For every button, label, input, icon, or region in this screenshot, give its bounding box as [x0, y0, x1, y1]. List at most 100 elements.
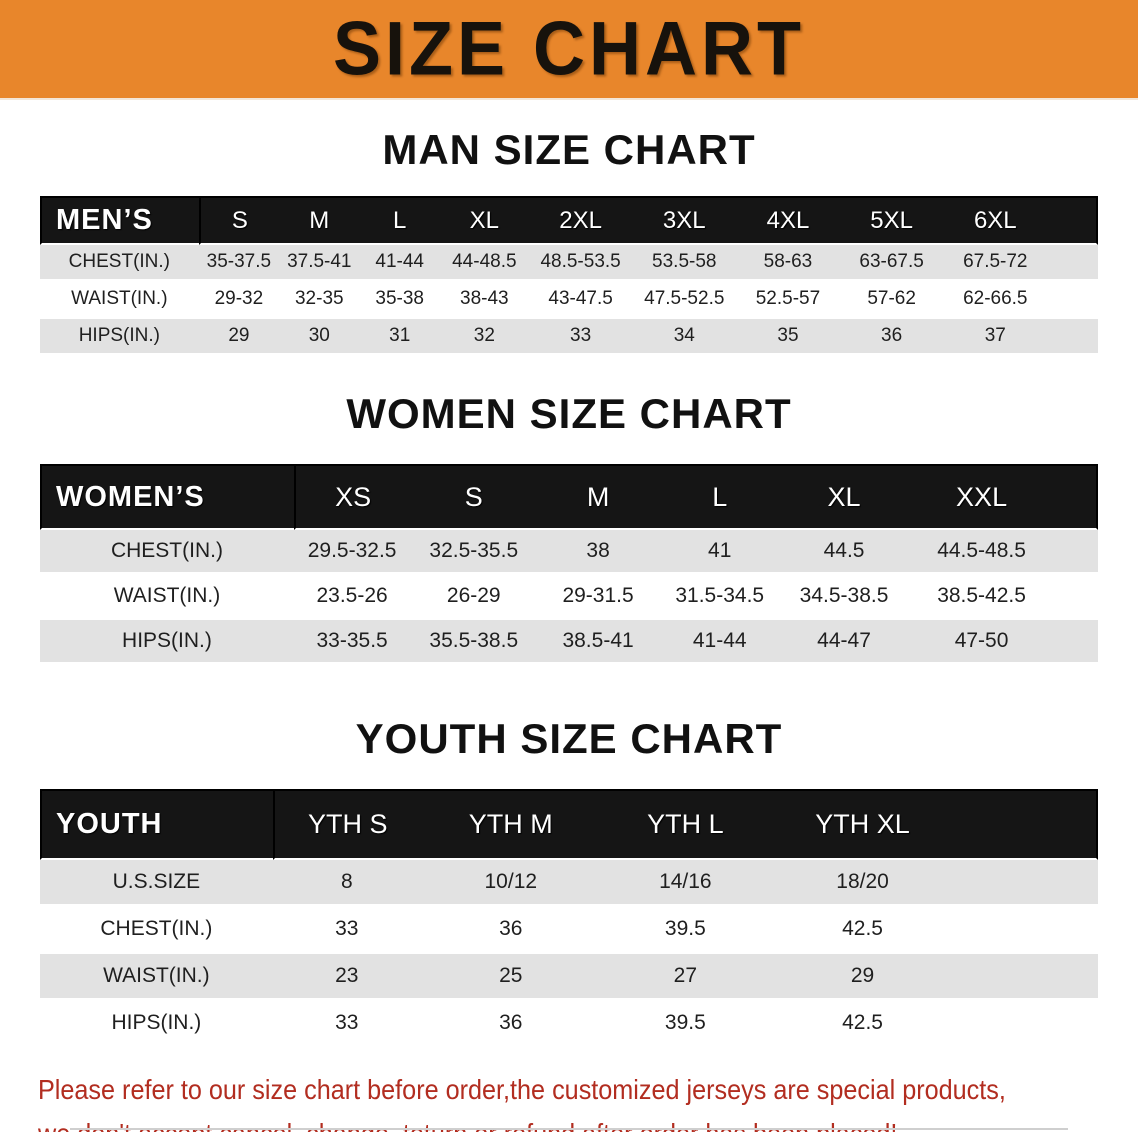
cell-value: 41 [658, 530, 781, 575]
row-label: CHEST(IN.) [40, 530, 294, 575]
column-header: S [410, 464, 538, 530]
table-header-row: WOMEN’S XS S M L XL XXL [40, 464, 1098, 530]
section-heading: MAN SIZE CHART [382, 126, 756, 173]
row-filler [955, 1001, 1098, 1048]
cell-value: 33-35.5 [293, 620, 411, 665]
cell-value: 31.5-34.5 [658, 575, 781, 620]
cell-value: 38-43 [439, 282, 529, 319]
table-row: WAIST(IN.) 29-32 32-35 35-38 38-43 43-47.5 47.… [40, 282, 1098, 319]
header-filler [1055, 464, 1098, 530]
column-header: L [658, 464, 781, 530]
table-row: CHEST(IN.) 35-37.5 37.5-41 41-44 44-48.5 48.5… [40, 245, 1098, 282]
cell-value: 52.5-57 [736, 282, 840, 319]
disclaimer: Please refer to our size chart before or… [38, 1068, 1138, 1132]
cell-value: 35 [736, 319, 840, 356]
table-row: HIPS(IN.) 33-35.5 35.5-38.5 38.5-41 41-44 44-… [40, 620, 1098, 665]
size-section: WOMEN SIZE CHART WOMEN’S XS S M L XL XXL CHEST(I… [0, 356, 1138, 665]
row-label: HIPS(IN.) [40, 1001, 273, 1048]
column-header: XS [293, 464, 411, 530]
cell-value: 35-38 [359, 282, 440, 319]
cell-value: 58-63 [736, 245, 840, 282]
corner-label: MEN’S [40, 196, 199, 245]
size-section: YOUTH SIZE CHART YOUTH YTH S YTH M YTH L YTH … [0, 665, 1138, 1048]
title-banner: SIZE CHART [0, 0, 1138, 100]
column-header: M [279, 196, 360, 245]
table-row: U.S.SIZE 8 10/12 14/16 18/20 [40, 860, 1098, 907]
size-table: YOUTH YTH S YTH M YTH L YTH XL U.S.SIZE 8 10/12… [40, 789, 1098, 1048]
cell-value: 33 [272, 1001, 421, 1048]
cell-value: 48.5-53.5 [528, 245, 633, 282]
header-filler [1047, 196, 1098, 245]
cell-value: 32-35 [279, 282, 360, 319]
cell-value: 57-62 [839, 282, 944, 319]
cell-value: 39.5 [600, 1001, 770, 1048]
table-row: WAIST(IN.) 23.5-26 26-29 29-31.5 31.5-34.5 34… [40, 575, 1098, 620]
row-label: U.S.SIZE [40, 860, 273, 907]
cell-value: 29 [198, 319, 280, 356]
cell-value: 35.5-38.5 [410, 620, 538, 665]
row-filler [955, 860, 1098, 907]
cell-value: 26-29 [410, 575, 538, 620]
section-heading: YOUTH SIZE CHART [355, 715, 783, 762]
bottom-edge-line [70, 1128, 1068, 1130]
cell-value: 37.5-41 [279, 245, 360, 282]
column-header: YTH M [420, 789, 601, 860]
table-header-row: YOUTH YTH S YTH M YTH L YTH XL [40, 789, 1098, 860]
row-label: WAIST(IN.) [40, 954, 273, 1001]
column-header: XL [439, 196, 529, 245]
row-filler [1047, 319, 1098, 356]
column-header: 3XL [632, 196, 737, 245]
cell-value: 62-66.5 [943, 282, 1048, 319]
cell-value: 44.5-48.5 [907, 530, 1056, 575]
cell-value: 32 [439, 319, 529, 356]
cell-value: 36 [420, 907, 601, 954]
table-header-row: MEN’S S M L XL 2XL 3XL 4XL 5XL 6XL [40, 196, 1098, 245]
page-title: SIZE CHART [333, 6, 805, 92]
cell-value: 41-44 [658, 620, 781, 665]
row-filler [955, 954, 1098, 1001]
cell-value: 32.5-35.5 [410, 530, 538, 575]
cell-value: 23 [272, 954, 421, 1001]
cell-value: 38.5-41 [537, 620, 659, 665]
column-header: S [198, 196, 280, 245]
size-table: WOMEN’S XS S M L XL XXL CHEST(IN.) 29.5-32.5 32.5… [40, 464, 1098, 665]
row-filler [1055, 530, 1098, 575]
cell-value: 44-48.5 [439, 245, 529, 282]
cell-value: 47-50 [907, 620, 1056, 665]
cell-value: 25 [420, 954, 601, 1001]
table-row: HIPS(IN.) 33 36 39.5 42.5 [40, 1001, 1098, 1048]
cell-value: 30 [279, 319, 360, 356]
table-row: WAIST(IN.) 23 25 27 29 [40, 954, 1098, 1001]
row-label: CHEST(IN.) [40, 245, 199, 282]
cell-value: 41-44 [359, 245, 440, 282]
cell-value: 38.5-42.5 [907, 575, 1056, 620]
row-filler [1047, 282, 1098, 319]
row-label: WAIST(IN.) [40, 282, 199, 319]
section-heading: WOMEN SIZE CHART [346, 390, 792, 437]
cell-value: 44.5 [780, 530, 908, 575]
cell-value: 14/16 [600, 860, 770, 907]
cell-value: 67.5-72 [943, 245, 1048, 282]
cell-value: 29.5-32.5 [293, 530, 411, 575]
cell-value: 29-31.5 [537, 575, 659, 620]
column-header: YTH XL [769, 789, 956, 860]
cell-value: 43-47.5 [528, 282, 633, 319]
cell-value: 34.5-38.5 [780, 575, 908, 620]
cell-value: 38 [537, 530, 659, 575]
disclaimer-line-1: Please refer to our size chart before or… [38, 1074, 1006, 1105]
size-section: MAN SIZE CHART MEN’S S M L XL 2XL 3XL 4XL 5XL 6XL C… [0, 100, 1138, 356]
column-header: XXL [907, 464, 1056, 530]
cell-value: 34 [632, 319, 737, 356]
cell-value: 63-67.5 [839, 245, 944, 282]
cell-value: 53.5-58 [632, 245, 737, 282]
cell-value: 23.5-26 [293, 575, 411, 620]
cell-value: 44-47 [780, 620, 908, 665]
column-header: YTH S [272, 789, 421, 860]
row-label: CHEST(IN.) [40, 907, 273, 954]
table-row: CHEST(IN.) 33 36 39.5 42.5 [40, 907, 1098, 954]
cell-value: 29 [769, 954, 956, 1001]
row-label: WAIST(IN.) [40, 575, 294, 620]
column-header: 6XL [943, 196, 1048, 245]
row-filler [1055, 575, 1098, 620]
